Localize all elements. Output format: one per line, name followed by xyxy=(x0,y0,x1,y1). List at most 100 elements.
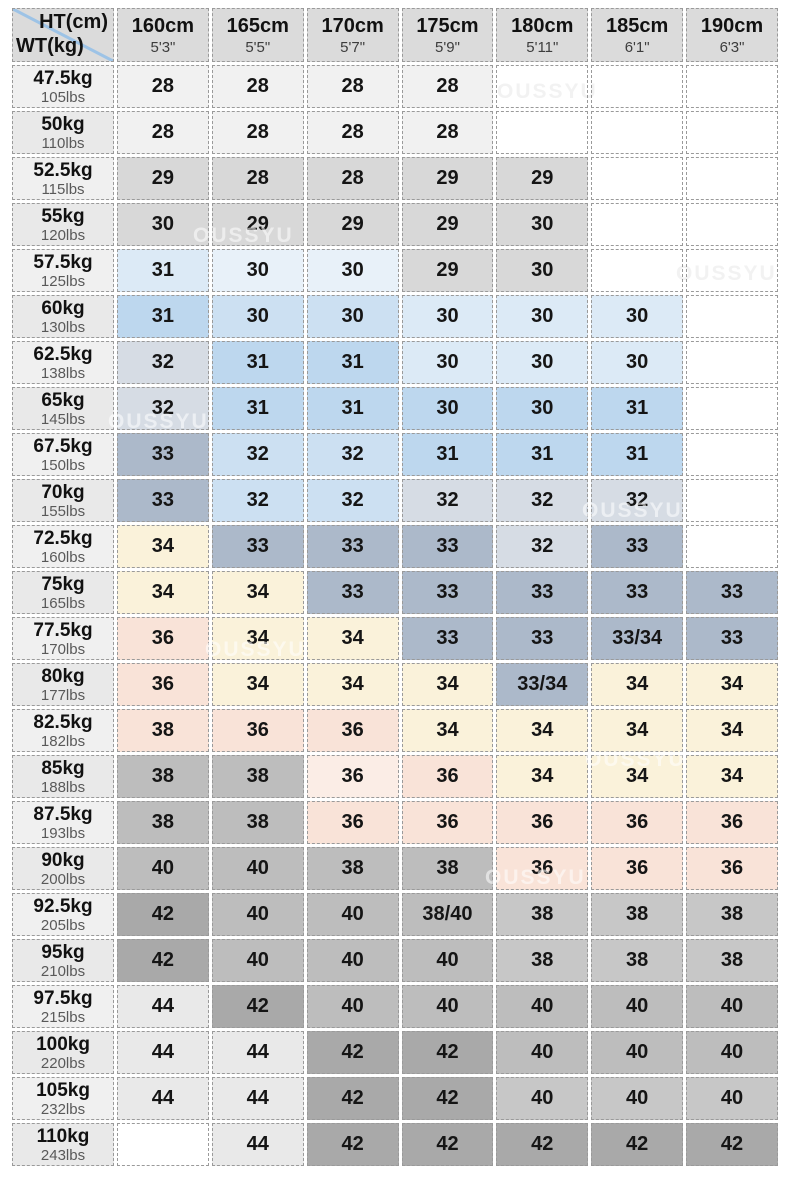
weight-kg-label: 72.5kg xyxy=(33,527,93,549)
weight-kg-label: 87.5kg xyxy=(33,803,93,825)
size-cell: 33 xyxy=(117,433,209,476)
empty-cell xyxy=(686,65,778,108)
size-cell: 30 xyxy=(496,249,589,292)
column-header-185cm: 185cm 6'1" xyxy=(591,8,684,62)
size-cell: 30 xyxy=(401,295,494,338)
empty-cell xyxy=(496,65,589,108)
size-cell: 32 xyxy=(117,387,209,430)
weight-row: 82.5kg 182lbs 38 36 36 34 34 34 34 xyxy=(12,709,778,752)
row-label-97.5kg: 97.5kg 215lbs xyxy=(12,985,114,1028)
size-cell: 31 xyxy=(306,387,399,430)
size-cell: 34 xyxy=(591,663,684,706)
weight-row: 87.5kg 193lbs 38 38 36 36 36 36 36 xyxy=(12,801,778,844)
column-header-165cm: 165cm 5'5" xyxy=(211,8,304,62)
size-cell: 31 xyxy=(306,341,399,384)
weight-kg-label: 85kg xyxy=(41,757,85,779)
weight-kg-label: 52.5kg xyxy=(33,159,93,181)
weight-lbs-label: 243lbs xyxy=(40,1146,86,1164)
weight-lbs-label: 220lbs xyxy=(40,1054,86,1072)
weight-axis-label: WT(kg) xyxy=(16,35,84,57)
height-cm-label: 165cm xyxy=(226,15,289,37)
size-cell: 42 xyxy=(686,1123,778,1166)
weight-kg-label: 97.5kg xyxy=(33,987,93,1009)
size-cell: 34 xyxy=(117,571,209,614)
size-cell: 38 xyxy=(117,801,209,844)
row-label-87.5kg: 87.5kg 193lbs xyxy=(12,801,114,844)
weight-kg-label: 65kg xyxy=(41,389,85,411)
weight-lbs-label: 170lbs xyxy=(40,640,86,658)
row-label-72.5kg: 72.5kg 160lbs xyxy=(12,525,114,568)
empty-cell xyxy=(117,1123,209,1166)
size-cell: 40 xyxy=(211,939,304,982)
weight-row: 75kg 165lbs 34 34 33 33 33 33 33 xyxy=(12,571,778,614)
size-cell: 42 xyxy=(306,1077,399,1120)
size-cell: 38 xyxy=(496,939,589,982)
size-cell: 33 xyxy=(401,525,494,568)
size-cell: 42 xyxy=(591,1123,684,1166)
size-cell: 36 xyxy=(686,801,778,844)
weight-row: 57.5kg 125lbs 31 30 30 29 30 xyxy=(12,249,778,292)
weight-lbs-label: 138lbs xyxy=(40,364,86,382)
size-cell: 33 xyxy=(686,571,778,614)
size-cell: 33 xyxy=(401,617,494,660)
weight-row: 60kg 130lbs 31 30 30 30 30 30 xyxy=(12,295,778,338)
weight-kg-label: 70kg xyxy=(41,481,85,503)
weight-lbs-label: 130lbs xyxy=(40,318,86,336)
size-cell: 40 xyxy=(496,1031,589,1074)
size-cell: 28 xyxy=(211,157,304,200)
weight-lbs-label: 210lbs xyxy=(40,962,86,980)
size-cell: 30 xyxy=(211,295,304,338)
row-label-82.5kg: 82.5kg 182lbs xyxy=(12,709,114,752)
size-cell: 32 xyxy=(306,433,399,476)
size-cell: 31 xyxy=(591,433,684,476)
weight-row: 92.5kg 205lbs 42 40 40 38/40 38 38 38 xyxy=(12,893,778,936)
size-cell: 28 xyxy=(117,65,209,108)
size-cell: 40 xyxy=(401,985,494,1028)
weight-lbs-label: 215lbs xyxy=(40,1008,86,1026)
size-cell: 30 xyxy=(306,295,399,338)
weight-kg-label: 60kg xyxy=(41,297,85,319)
size-cell: 38 xyxy=(117,709,209,752)
size-cell: 31 xyxy=(117,295,209,338)
weight-kg-label: 47.5kg xyxy=(33,67,93,89)
size-cell: 32 xyxy=(211,433,304,476)
size-cell: 31 xyxy=(591,387,684,430)
weight-lbs-label: 205lbs xyxy=(40,916,86,934)
header-row: HT(cm) WT(kg) 160cm 5'3" 165cm 5'5" 170cm 5'7… xyxy=(12,8,778,62)
size-cell: 31 xyxy=(211,387,304,430)
weight-row: 110kg 243lbs 44 42 42 42 42 42 xyxy=(12,1123,778,1166)
row-label-80kg: 80kg 177lbs xyxy=(12,663,114,706)
corner-cell: HT(cm) WT(kg) xyxy=(12,8,114,62)
weight-row: 70kg 155lbs 33 32 32 32 32 32 xyxy=(12,479,778,522)
size-cell: 34 xyxy=(401,709,494,752)
empty-cell xyxy=(591,249,684,292)
size-cell: 38/40 xyxy=(401,893,494,936)
weight-lbs-label: 125lbs xyxy=(40,272,86,290)
size-cell: 33 xyxy=(306,571,399,614)
size-cell: 29 xyxy=(401,249,494,292)
size-cell: 34 xyxy=(686,709,778,752)
size-cell: 38 xyxy=(591,939,684,982)
empty-cell xyxy=(686,249,778,292)
size-cell: 34 xyxy=(117,525,209,568)
weight-row: 72.5kg 160lbs 34 33 33 33 32 33 xyxy=(12,525,778,568)
empty-cell xyxy=(686,203,778,246)
diagonal-divider xyxy=(13,9,113,61)
size-cell: 29 xyxy=(401,203,494,246)
weight-row: 62.5kg 138lbs 32 31 31 30 30 30 xyxy=(12,341,778,384)
weight-kg-label: 110kg xyxy=(36,1125,90,1147)
size-cell: 40 xyxy=(686,1077,778,1120)
size-cell: 36 xyxy=(306,709,399,752)
row-label-52.5kg: 52.5kg 115lbs xyxy=(12,157,114,200)
column-header-190cm: 190cm 6'3" xyxy=(686,8,778,62)
size-cell: 36 xyxy=(401,801,494,844)
size-cell: 28 xyxy=(401,65,494,108)
size-cell: 30 xyxy=(591,341,684,384)
row-label-92.5kg: 92.5kg 205lbs xyxy=(12,893,114,936)
size-cell: 34 xyxy=(496,709,589,752)
size-cell: 33 xyxy=(496,617,589,660)
size-cell: 29 xyxy=(211,203,304,246)
weight-row: 90kg 200lbs 40 40 38 38 36 36 36 xyxy=(12,847,778,890)
size-cell: 44 xyxy=(117,985,209,1028)
weight-kg-label: 100kg xyxy=(36,1033,90,1055)
